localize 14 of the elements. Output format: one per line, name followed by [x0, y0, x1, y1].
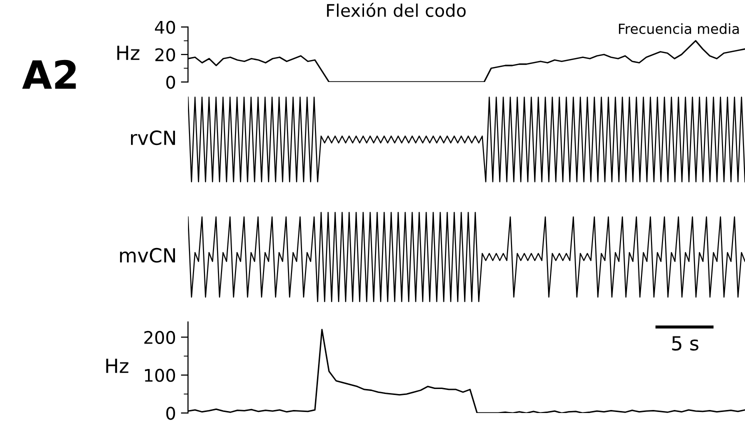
text: A2 [22, 60, 76, 89]
chart-title: Flexión del codo [327, 2, 466, 18]
annotation: Frecuencia media [618, 23, 739, 34]
y-axis-title: mvCN [120, 248, 175, 263]
annotation: 5 s [672, 336, 698, 351]
y-tick-label: 0 [166, 76, 176, 89]
y-tick-label: 20 [155, 48, 176, 62]
y-tick-label: 40 [154, 20, 176, 34]
y-axis-title: Hz [117, 46, 140, 60]
y-axis-title: rvCN [131, 130, 175, 146]
y-tick-label: 100 [144, 368, 176, 382]
y-axis-title: Hz [106, 358, 128, 373]
y-tick-label: 0 [166, 406, 176, 420]
y-tick-label: 200 [144, 330, 176, 344]
